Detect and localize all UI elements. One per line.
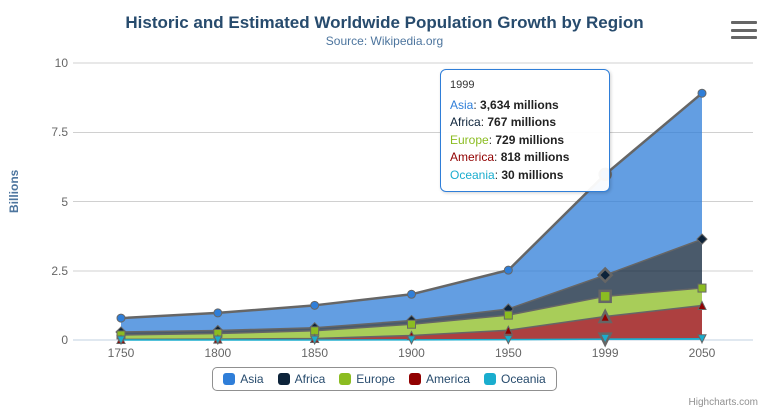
y-axis-label: 2.5 [51,263,68,278]
export-menu-button[interactable] [731,20,757,40]
legend: Asia Africa Europe America Oceania [0,367,769,391]
legend-box: Asia Africa Europe America Oceania [212,367,557,391]
oceania-swatch-icon [484,373,497,385]
x-axis-label: 1900 [398,346,425,360]
marker-asia-1850[interactable] [310,300,320,310]
america-swatch-icon [409,373,421,385]
legend-item-america[interactable]: America [409,372,470,386]
marker-america-1950[interactable] [503,325,514,335]
area-band-africa[interactable] [121,239,702,335]
africa-swatch-icon [277,373,290,385]
marker-europe-1999[interactable] [598,289,612,304]
marker-asia-1800[interactable] [213,308,223,318]
x-axis-label: 2050 [688,346,716,360]
x-axis-label: 1750 [107,346,135,360]
legend-item-europe[interactable]: Europe [339,372,395,386]
asia-swatch-icon [223,373,236,385]
x-axis-label: 1800 [204,346,232,360]
marker-america-2050[interactable] [697,300,707,310]
marker-oceania-1750[interactable] [116,335,126,346]
legend-item-asia[interactable]: Asia [223,372,264,386]
chart-subtitle: Source: Wikipedia.org [325,34,444,48]
legend-item-africa[interactable]: Africa [277,372,325,386]
marker-oceania-1900[interactable] [406,335,417,345]
marker-africa-1999[interactable] [596,266,614,284]
europe-swatch-icon [339,373,352,385]
marker-asia-2050[interactable] [697,88,707,98]
y-axis-label: 0 [61,333,68,347]
marker-oceania-2050[interactable] [697,334,707,344]
area-band-asia[interactable] [121,93,702,332]
y-axis-label: 10 [54,56,68,70]
marker-oceania-1950[interactable] [503,335,514,345]
marker-africa-2050[interactable] [696,233,708,245]
y-axis-label: 5 [61,194,68,209]
area-band-america[interactable] [121,305,702,340]
marker-asia-1999[interactable] [598,167,612,182]
legend-item-oceania[interactable]: Oceania [484,372,546,386]
marker-asia-1750[interactable] [116,313,126,323]
marker-europe-1950[interactable] [503,310,513,320]
marker-oceania-1800[interactable] [213,335,223,346]
marker-asia-1950[interactable] [503,265,513,275]
marker-oceania-1850[interactable] [309,335,320,346]
marker-europe-2050[interactable] [697,283,707,293]
marker-asia-1900[interactable] [407,289,416,299]
x-axis-label: 1999 [591,346,619,360]
marker-europe-1900[interactable] [407,319,416,329]
x-axis-label: 1950 [494,346,522,360]
y-axis-label: 7.5 [51,125,68,140]
marker-america-1999[interactable] [597,308,613,324]
hamburger-icon [731,36,757,39]
marker-oceania-1999[interactable] [597,332,613,348]
hamburger-icon [731,28,757,32]
hamburger-icon [731,21,757,24]
highcharts-credits-link[interactable]: Highcharts.com [688,397,758,408]
x-axis-label: 1850 [301,346,329,360]
chart-title: Historic and Estimated Worldwide Populat… [125,13,644,32]
